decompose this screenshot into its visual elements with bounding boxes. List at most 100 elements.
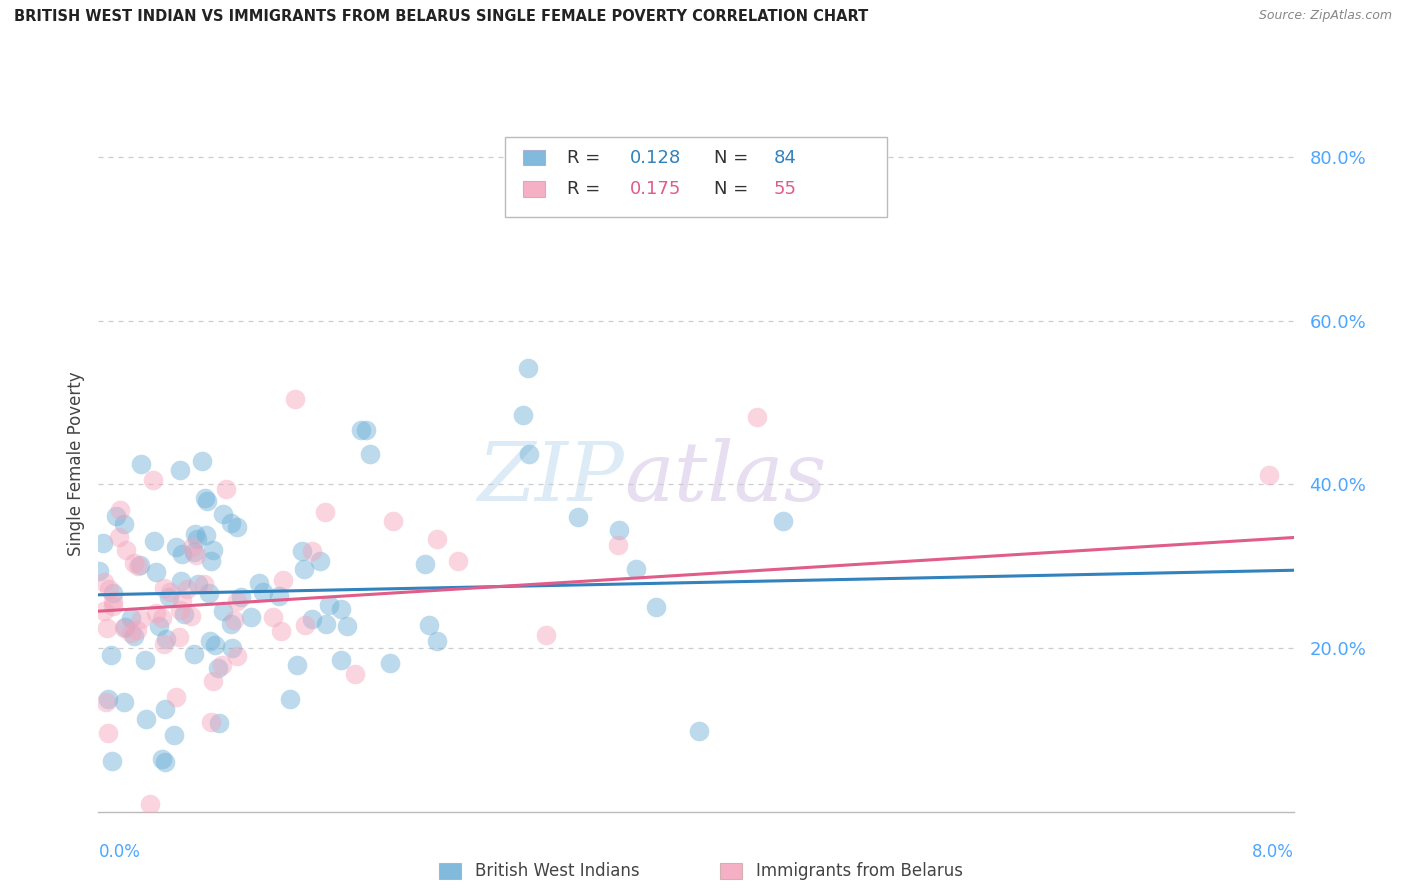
Point xyxy=(226,594,249,608)
Point xyxy=(447,554,470,568)
Point xyxy=(195,493,218,508)
Point xyxy=(772,514,794,528)
Point xyxy=(267,590,290,604)
Point xyxy=(315,617,337,632)
Text: 0.128: 0.128 xyxy=(630,149,682,167)
Point xyxy=(100,648,122,663)
Point xyxy=(145,606,167,620)
Point xyxy=(97,582,120,596)
Point xyxy=(285,658,308,673)
Point xyxy=(127,623,149,637)
Point xyxy=(193,576,215,591)
Point xyxy=(186,532,208,546)
Point xyxy=(329,653,352,667)
Point xyxy=(270,624,292,638)
Point xyxy=(166,540,188,554)
Point xyxy=(534,628,557,642)
Point xyxy=(219,616,242,631)
Point xyxy=(195,528,218,542)
Point xyxy=(128,558,150,573)
Point xyxy=(198,633,221,648)
Point xyxy=(120,625,142,640)
Point xyxy=(262,610,284,624)
Point xyxy=(225,649,247,664)
FancyBboxPatch shape xyxy=(523,181,546,196)
Point xyxy=(194,491,217,505)
Point xyxy=(173,607,195,622)
Point xyxy=(127,559,149,574)
Point xyxy=(294,618,316,632)
Text: Immigrants from Belarus: Immigrants from Belarus xyxy=(756,862,963,880)
Point xyxy=(229,591,252,605)
Point xyxy=(247,576,270,591)
Point xyxy=(309,554,332,568)
Point xyxy=(112,621,135,635)
Point xyxy=(112,695,135,709)
Text: R =: R = xyxy=(567,149,603,167)
Point xyxy=(382,515,405,529)
Point xyxy=(165,690,187,705)
Point xyxy=(139,797,162,811)
Point xyxy=(187,577,209,591)
Point xyxy=(200,714,222,729)
Point xyxy=(163,728,186,742)
Point xyxy=(413,558,436,572)
Text: Source: ZipAtlas.com: Source: ZipAtlas.com xyxy=(1258,9,1392,22)
Point xyxy=(159,585,181,599)
Point xyxy=(380,657,402,671)
Point xyxy=(155,632,177,647)
Point xyxy=(108,503,131,517)
Point xyxy=(150,611,173,625)
Point xyxy=(208,716,231,731)
Point xyxy=(148,618,170,632)
Point xyxy=(184,548,207,562)
FancyBboxPatch shape xyxy=(720,863,742,879)
Point xyxy=(93,604,115,618)
FancyBboxPatch shape xyxy=(505,136,887,217)
Point xyxy=(131,457,153,471)
FancyBboxPatch shape xyxy=(523,150,546,165)
Text: British West Indians: British West Indians xyxy=(475,862,640,880)
Point xyxy=(343,667,366,681)
Point xyxy=(108,530,131,544)
Point xyxy=(688,724,710,739)
Point xyxy=(211,657,233,672)
Point xyxy=(183,526,205,541)
Point xyxy=(202,673,225,688)
Point xyxy=(170,593,193,607)
Point xyxy=(97,692,120,706)
Point xyxy=(200,554,222,568)
Text: N =: N = xyxy=(714,149,752,167)
Text: 0.0%: 0.0% xyxy=(98,843,141,861)
Point xyxy=(153,702,176,716)
Point xyxy=(103,599,125,613)
Point xyxy=(135,712,157,726)
Point xyxy=(197,586,219,600)
Point xyxy=(418,618,440,632)
Point xyxy=(284,392,307,406)
Point xyxy=(167,630,190,644)
Point xyxy=(180,540,202,554)
Point xyxy=(94,695,117,709)
Point xyxy=(142,473,165,487)
Point xyxy=(512,408,534,422)
Y-axis label: Single Female Poverty: Single Female Poverty xyxy=(66,372,84,556)
Text: ZIP: ZIP xyxy=(478,438,624,517)
Point xyxy=(301,612,323,626)
Text: BRITISH WEST INDIAN VS IMMIGRANTS FROM BELARUS SINGLE FEMALE POVERTY CORRELATION: BRITISH WEST INDIAN VS IMMIGRANTS FROM B… xyxy=(14,9,869,24)
Point xyxy=(152,637,174,651)
Point xyxy=(169,463,191,477)
Point xyxy=(354,423,377,437)
Point xyxy=(91,535,114,549)
Point xyxy=(112,516,135,531)
Point xyxy=(645,599,668,614)
Text: 84: 84 xyxy=(773,149,797,167)
Point xyxy=(101,594,124,608)
Point xyxy=(191,454,214,468)
Point xyxy=(607,523,630,537)
Point xyxy=(271,573,294,587)
Point xyxy=(114,619,136,633)
Point xyxy=(104,509,127,524)
Point xyxy=(176,582,198,597)
Point xyxy=(170,574,193,588)
